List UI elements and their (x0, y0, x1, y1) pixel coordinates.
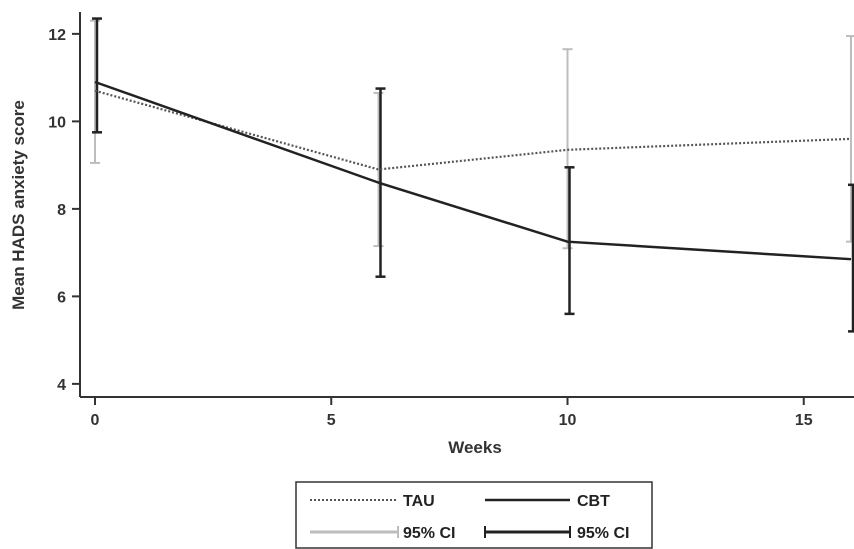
legend-label-tau-ci: 95% CI (403, 525, 455, 542)
x-axis-ticks: 0 5 10 15 (91, 397, 813, 429)
cbt-series-line (94, 80, 852, 261)
x-tick-label: 5 (327, 412, 336, 429)
y-axis-ticks: 4 6 8 10 12 (48, 27, 80, 394)
legend-label-tau: TAU (403, 493, 435, 510)
y-tick-label: 12 (48, 27, 66, 44)
legend-box (295, 481, 653, 549)
x-axis-title: Weeks (448, 438, 502, 457)
y-tick-label: 10 (48, 114, 66, 131)
y-tick-label: 4 (57, 377, 66, 394)
tau-series-line (94, 89, 852, 171)
legend: TAU CBT 95% CI 95% CI (295, 481, 653, 549)
x-tick-label: 10 (559, 412, 577, 429)
y-tick-label: 8 (57, 202, 66, 219)
legend-label-cbt-ci: 95% CI (577, 525, 629, 542)
confidence-interval-bars (90, 17, 854, 333)
legend-label-cbt: CBT (577, 493, 610, 510)
y-tick-label: 6 (57, 289, 66, 306)
x-tick-label: 15 (795, 412, 813, 429)
y-axis-title: Mean HADS anxiety score (9, 100, 28, 310)
series-lines (94, 80, 852, 261)
x-tick-label: 0 (91, 412, 100, 429)
